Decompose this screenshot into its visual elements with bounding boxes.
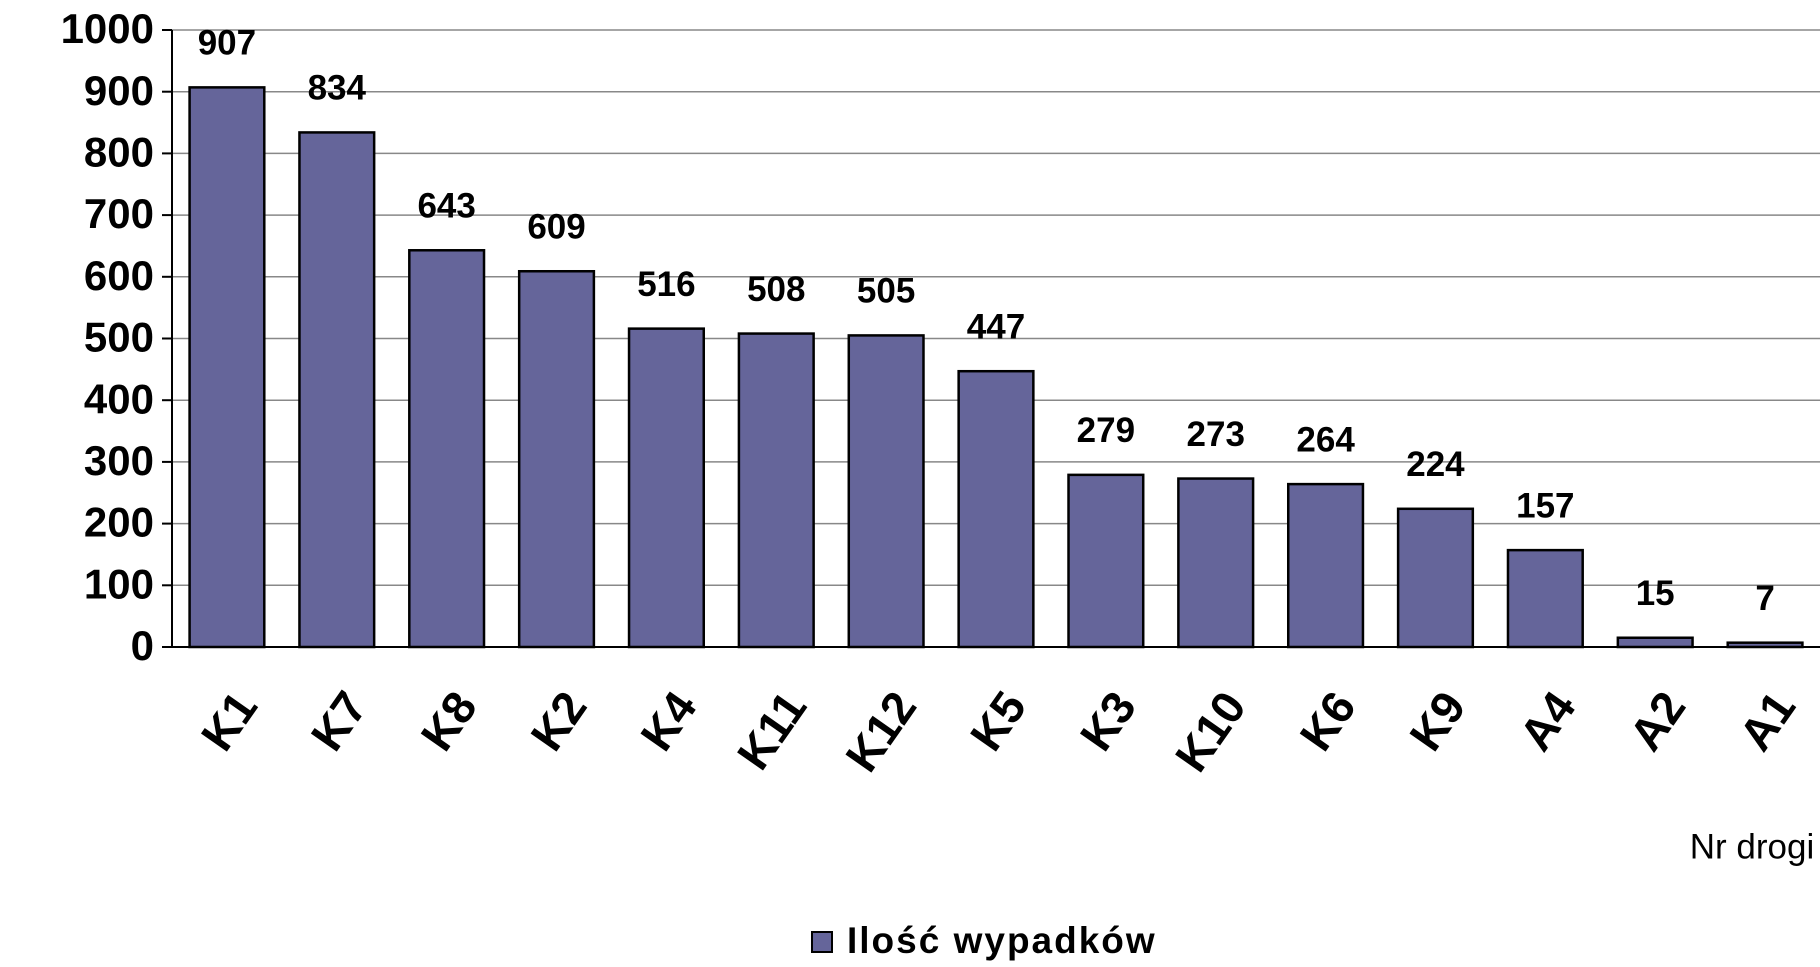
legend-label: Ilość wypadków bbox=[847, 920, 1157, 961]
bar bbox=[737, 332, 815, 649]
x-tick-label: K3 bbox=[1070, 682, 1146, 760]
x-tick-label: K5 bbox=[960, 682, 1036, 760]
x-tick-label: K10 bbox=[1165, 682, 1256, 781]
data-label: 224 bbox=[1406, 445, 1465, 484]
y-tick-label: 1000 bbox=[61, 5, 154, 52]
bar bbox=[1177, 477, 1255, 649]
bar bbox=[517, 269, 596, 649]
bar bbox=[847, 334, 925, 649]
data-label: 505 bbox=[857, 272, 915, 311]
y-tick-label: 400 bbox=[84, 375, 154, 422]
y-tick-label: 700 bbox=[84, 190, 154, 237]
x-tick-label: K8 bbox=[410, 682, 486, 760]
data-label: 157 bbox=[1516, 486, 1574, 525]
y-tick-label: 500 bbox=[84, 314, 154, 361]
bar bbox=[957, 369, 1035, 649]
bar bbox=[298, 131, 376, 649]
data-label: 834 bbox=[308, 69, 367, 108]
data-label: 643 bbox=[417, 187, 475, 226]
data-label: 279 bbox=[1077, 411, 1135, 450]
x-tick-label: K2 bbox=[520, 682, 596, 760]
x-tick-label: K9 bbox=[1399, 682, 1475, 760]
bar bbox=[408, 249, 486, 649]
bar bbox=[1286, 482, 1365, 649]
y-tick-label: 600 bbox=[84, 252, 154, 299]
y-tick-label: 200 bbox=[84, 499, 154, 546]
x-tick-label: K11 bbox=[727, 682, 817, 779]
bar bbox=[1726, 641, 1804, 649]
data-label: 447 bbox=[967, 307, 1025, 346]
x-tick-label: A2 bbox=[1619, 682, 1695, 760]
x-tick-label: K1 bbox=[191, 682, 267, 760]
data-label: 516 bbox=[637, 265, 695, 304]
bar bbox=[1396, 507, 1475, 649]
x-tick-label: K4 bbox=[630, 682, 707, 760]
x-tick-label: K12 bbox=[835, 682, 926, 781]
data-label: 508 bbox=[747, 270, 805, 309]
bar bbox=[627, 327, 706, 649]
bar bbox=[1067, 473, 1145, 649]
bar bbox=[1506, 548, 1584, 649]
data-label: 264 bbox=[1296, 420, 1355, 459]
x-axis-label: Nr drogi bbox=[1690, 827, 1814, 866]
bar bbox=[1616, 636, 1694, 649]
data-label: 907 bbox=[198, 24, 256, 63]
data-label: 15 bbox=[1636, 574, 1675, 613]
y-tick-label: 100 bbox=[84, 560, 154, 607]
x-tick-label: K7 bbox=[301, 682, 377, 760]
x-tick-label: A4 bbox=[1509, 682, 1586, 760]
data-label: 609 bbox=[527, 207, 585, 246]
x-tick-label: K6 bbox=[1289, 682, 1365, 760]
data-label: 7 bbox=[1755, 579, 1774, 618]
legend-swatch bbox=[811, 931, 833, 953]
y-tick-label: 0 bbox=[131, 622, 154, 669]
x-tick-label: A1 bbox=[1729, 682, 1805, 760]
bar bbox=[188, 86, 266, 649]
y-tick-label: 900 bbox=[84, 67, 154, 114]
data-label: 273 bbox=[1187, 415, 1245, 454]
y-tick-label: 300 bbox=[84, 437, 154, 484]
y-tick-label: 800 bbox=[84, 128, 154, 175]
